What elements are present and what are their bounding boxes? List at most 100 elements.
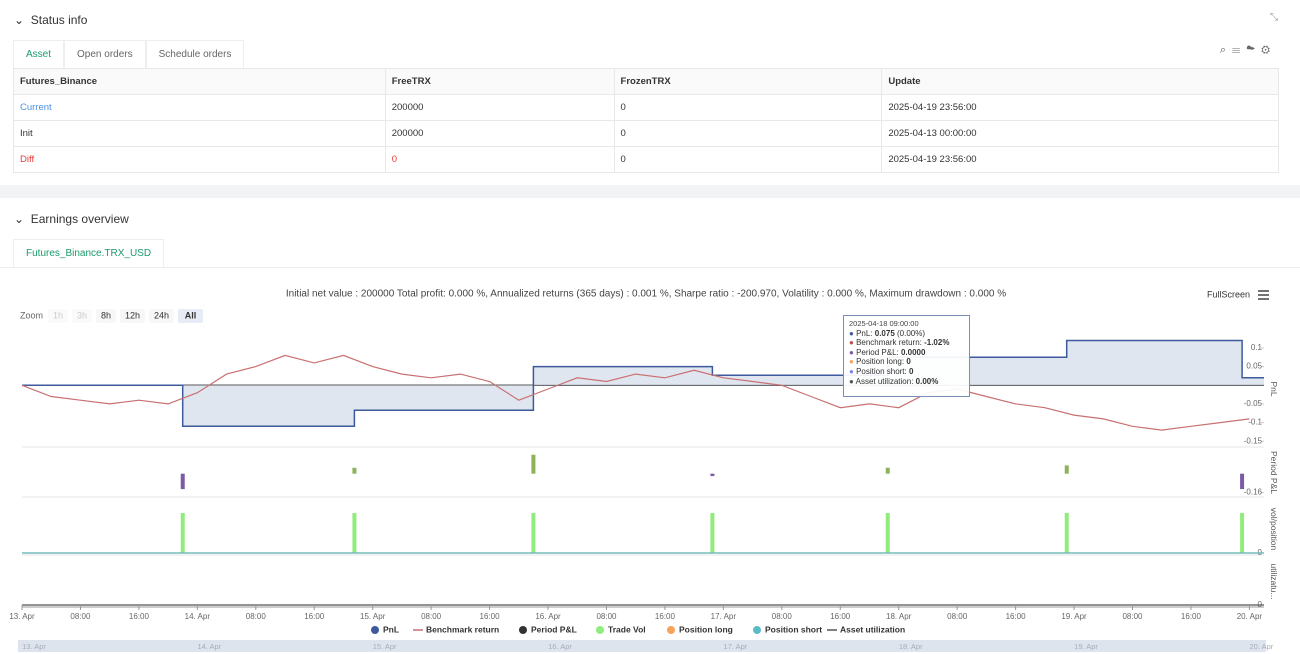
tooltip-value: 0	[908, 366, 914, 376]
legend-label[interactable]: Position short	[765, 624, 822, 634]
bar	[710, 513, 715, 553]
bar	[710, 473, 715, 477]
zoom-button[interactable]: All	[185, 310, 197, 320]
tooltip-value: 0.075	[874, 328, 895, 338]
bar	[1064, 465, 1069, 474]
bar	[1240, 513, 1245, 553]
legend-label[interactable]: Asset utilization	[840, 624, 905, 634]
tooltip-row: ● Period P&L: 0.0000	[849, 348, 964, 358]
legend-label[interactable]: Trade Vol	[608, 624, 646, 634]
x-tick-label: 08:00	[70, 612, 91, 621]
toolbar-icons[interactable]: ⌕☰☁⚙	[1219, 44, 1276, 56]
y-axis-title: utilizatu...	[1269, 564, 1279, 600]
zoom-button[interactable]: 1h	[53, 310, 63, 320]
tooltip-label: Asset utilization:	[855, 376, 916, 386]
y-axis-title: Period P&L	[1269, 451, 1279, 494]
navigator-label: 14. Apr	[197, 642, 221, 651]
tooltip-row: ● Benchmark return: -1.02%	[849, 338, 964, 348]
legend-label[interactable]: Position long	[679, 624, 733, 634]
x-tick-label: 16:00	[655, 612, 676, 621]
x-tick-label: 16:00	[1181, 612, 1202, 621]
status-title: ⌄ Status info	[14, 13, 88, 27]
earnings-tabs: Futures_Binance.TRX_USD	[13, 239, 165, 267]
bar	[885, 513, 890, 553]
tooltip-dot: ●	[849, 357, 857, 367]
pnl-line	[22, 339, 1264, 428]
menu-icon[interactable]	[1258, 290, 1269, 300]
y-axis-title: PnL	[1269, 381, 1279, 396]
table-cell: 0	[613, 146, 883, 173]
fullscreen-button[interactable]: FullScreen	[1207, 289, 1250, 299]
zoom-button[interactable]: 8h	[101, 310, 111, 320]
x-tick-label: 16:00	[129, 612, 150, 621]
x-tick-label: 16:00	[830, 612, 851, 621]
tooltip-row: ● Asset utilization: 0.00%	[849, 377, 964, 387]
bar	[1064, 513, 1069, 553]
status-panel: ⌄ Status info ⤡ ⌕☰☁⚙ Asset Open orders Sch…	[0, 0, 1300, 185]
table-cell: Current	[13, 94, 386, 121]
summary: Initial net value : 200000 Total profit:…	[286, 289, 1006, 300]
legend-label[interactable]: Period P&L	[531, 624, 577, 634]
bar	[885, 467, 890, 474]
x-tick-label: 13. Apr	[9, 612, 35, 621]
y-tick-label: -0.15	[1244, 436, 1263, 445]
table-row: Init 200000 0 2025-04-13 00:00:00	[13, 120, 1279, 147]
bar	[352, 513, 357, 553]
zoom-button-bg[interactable]	[149, 309, 174, 323]
x-tick-label: 17. Apr	[711, 612, 737, 621]
table-cell: Diff	[13, 146, 386, 173]
legend-symbol	[371, 626, 379, 634]
bar	[1240, 473, 1245, 490]
column-header: FreeTRX	[384, 68, 615, 95]
navigator-label: 15. Apr	[373, 642, 397, 651]
tooltip-row: ● Position short: 0	[849, 367, 964, 377]
x-tick-label: 08:00	[1122, 612, 1143, 621]
navigator-label: 19. Apr	[1074, 642, 1098, 651]
navigator-label: 16. Apr	[548, 642, 572, 651]
tab[interactable]: Schedule orders	[145, 40, 245, 68]
tab[interactable]: Open orders	[64, 40, 146, 68]
earnings-title: ⌄ Earnings overview	[14, 212, 129, 226]
legend-label[interactable]: PnL	[383, 624, 399, 634]
zoom-button-bg[interactable]	[120, 309, 145, 323]
y-tick-label: -0.05	[1244, 399, 1263, 408]
navigator-label: 18. Apr	[899, 642, 923, 651]
y-tick-label: 0.05	[1246, 362, 1262, 371]
tooltip-label: Position long:	[856, 357, 907, 367]
x-tick-label: 16:00	[480, 612, 501, 621]
column-header: Futures_Binance	[13, 68, 386, 95]
tooltip-dot: ●	[849, 376, 856, 386]
tab[interactable]: Asset	[13, 40, 65, 68]
tooltip-value: -1.02%	[924, 338, 950, 348]
tooltip: 2025-04-18 09:00:00 ● PnL: 0.075 (0.00%) ●…	[843, 315, 970, 397]
bar	[180, 513, 185, 553]
table-row: Diff 0 0 2025-04-19 23:56:00	[13, 146, 1279, 173]
zoom-button[interactable]: 12h	[125, 310, 140, 320]
legend-symbol	[667, 626, 675, 634]
zoom-button-bg[interactable]	[72, 309, 92, 323]
navigator-label: 20. Apr	[1249, 642, 1273, 651]
tooltip-dot: ●	[849, 347, 857, 357]
table-cell: 2025-04-19 23:56:00	[881, 94, 1279, 121]
x-tick-label: 14. Apr	[185, 612, 211, 621]
zoom-button-bg[interactable]	[178, 309, 203, 323]
zoom-button-bg[interactable]	[96, 309, 116, 323]
x-tick-label: 19. Apr	[1061, 612, 1087, 621]
tab[interactable]: Futures_Binance.TRX_USD	[13, 239, 165, 267]
zoom-button-bg[interactable]	[48, 309, 68, 323]
line	[21, 354, 1250, 431]
x-tick-label: 08:00	[772, 612, 793, 621]
collapse-icon[interactable]: ⤡	[1270, 12, 1278, 23]
navigator[interactable]	[18, 640, 1266, 652]
tooltip-value: 0.00%	[915, 376, 939, 386]
legend-label[interactable]: Benchmark return	[426, 624, 499, 634]
zoom-button[interactable]: 24h	[154, 310, 169, 320]
tooltip-row: ● PnL: 0.075 (0.00%)	[849, 329, 964, 339]
tooltip-value: 0	[906, 357, 911, 367]
status-title-text: Status info	[30, 13, 88, 27]
area	[22, 340, 1264, 427]
zoom-button[interactable]: 3h	[77, 310, 87, 320]
x-tick-label: 15. Apr	[360, 612, 386, 621]
